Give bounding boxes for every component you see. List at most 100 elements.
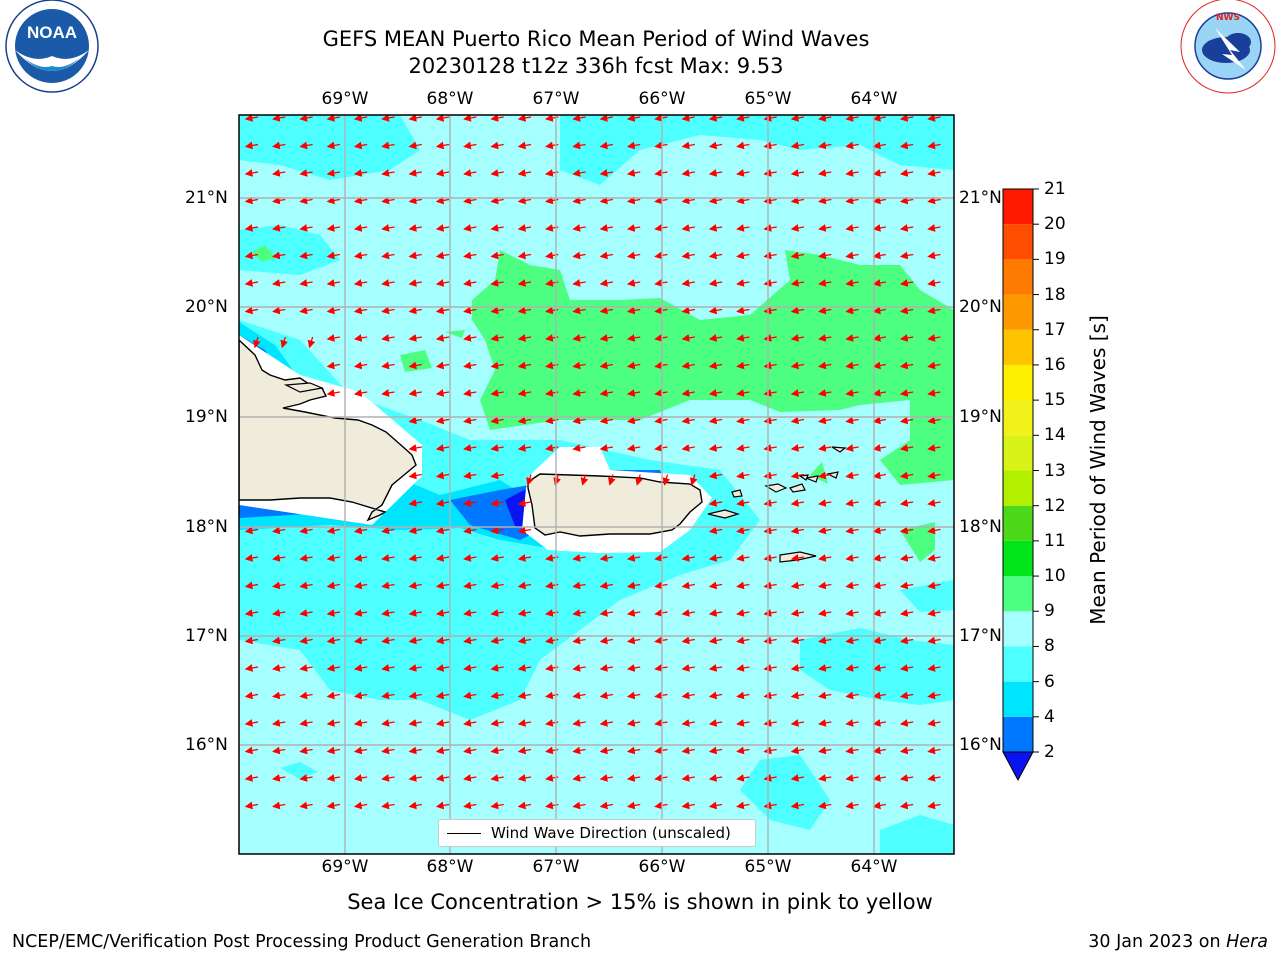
wave-direction-arrow [736, 471, 750, 480]
wave-direction-arrow [326, 526, 341, 535]
wave-direction-arrow [818, 334, 832, 342]
wave-direction-arrow [763, 581, 777, 590]
wave-direction-arrow [572, 554, 586, 562]
colorbar-bin [1003, 646, 1033, 682]
wave-direction-arrow [818, 691, 832, 700]
wave-direction-arrow [353, 306, 368, 315]
wave-direction-arrow [435, 416, 450, 425]
wave-direction-arrow [927, 389, 941, 397]
wave-direction-arrow [490, 801, 504, 810]
wave-direction-arrow [845, 609, 859, 617]
wave-direction-arrow [408, 251, 422, 260]
wave-direction-arrow [790, 664, 805, 672]
wave-direction-arrow [353, 609, 368, 617]
wave-direction-arrow [763, 774, 777, 782]
wave-direction-arrow [899, 554, 914, 562]
wave-direction-arrow [790, 636, 805, 645]
wave-direction-arrow [599, 444, 614, 452]
wave-direction-arrow [763, 115, 777, 122]
wave-direction-arrow [272, 224, 286, 232]
wave-direction-arrow [790, 279, 805, 287]
wave-direction-arrow [299, 141, 313, 150]
wave-direction-arrow [299, 115, 313, 122]
wave-direction-arrow [572, 169, 586, 177]
wave-direction-arrow [845, 224, 859, 232]
wave-direction-arrow [353, 115, 368, 122]
wave-direction-arrow [899, 115, 914, 122]
wave-direction-arrow [307, 336, 316, 349]
wave-direction-arrow [435, 169, 450, 177]
wave-direction-arrow [736, 169, 750, 177]
wave-direction-arrow [708, 526, 723, 535]
wave-direction-arrow [463, 279, 477, 287]
wave-direction-arrow [763, 306, 777, 315]
wave-direction-arrow [708, 719, 723, 727]
wave-direction-arrow [353, 334, 368, 342]
wave-direction-arrow [763, 636, 777, 645]
wave-direction-arrow [899, 444, 914, 452]
wave-direction-arrow [681, 664, 695, 672]
credit-branch: NCEP/EMC/Verification Post Processing Pr… [12, 932, 592, 952]
wave-direction-arrow [381, 334, 395, 342]
wave-direction-arrow [818, 224, 832, 232]
noaa-logo: NOAA [5, 0, 99, 93]
wave-direction-arrow [272, 581, 286, 590]
wave-direction-arrow [435, 691, 450, 700]
wave-direction-arrow [463, 389, 477, 397]
wave-direction-arrow [626, 774, 641, 782]
wave-direction-arrow [272, 169, 286, 177]
wave-direction-arrow [517, 334, 532, 342]
wave-direction-arrow [580, 474, 589, 486]
wave-direction-arrow [845, 361, 859, 370]
colorbar-tick-label: 13 [1044, 460, 1066, 481]
wave-direction-arrow [408, 444, 422, 452]
wave-direction-arrow [626, 224, 641, 232]
wave-direction-arrow [408, 499, 422, 507]
wave-direction-arrow [408, 774, 422, 782]
wave-direction-arrow [463, 471, 477, 480]
wave-direction-arrow [463, 526, 477, 535]
wave-direction-arrow [899, 526, 914, 535]
wave-direction-arrow [381, 554, 395, 562]
colorbar-bin [1003, 576, 1033, 612]
wave-direction-arrow [790, 554, 805, 562]
colorbar-tick-label: 15 [1044, 390, 1066, 411]
wave-direction-arrow [790, 774, 805, 782]
wave-direction-arrow [244, 636, 259, 645]
wave-direction-arrow [626, 115, 641, 122]
colorbar-bin [1003, 540, 1033, 577]
wave-direction-arrow [899, 499, 914, 507]
nws-logo: NWS [1180, 0, 1276, 94]
wave-direction-arrow [599, 279, 614, 287]
wave-direction-arrow [736, 801, 750, 810]
wave-direction-arrow [708, 691, 723, 700]
wave-direction-arrow [736, 499, 750, 507]
lon-label-64w-top: 64°W [850, 89, 898, 109]
wave-direction-arrow [845, 691, 859, 700]
wave-direction-arrow [790, 115, 805, 122]
wave-direction-arrow [272, 746, 286, 755]
wave-direction-arrow [299, 801, 313, 810]
lon-label-67w-bottom: 67°W [532, 857, 580, 877]
wave-direction-arrow [845, 471, 859, 480]
wave-direction-arrow [927, 444, 941, 452]
wave-direction-arrow [927, 141, 941, 150]
wave-direction-arrow [353, 169, 368, 177]
wave-direction-arrow [381, 774, 395, 782]
wave-direction-arrow [381, 224, 395, 232]
lat-label-21n-left: 21°N [185, 188, 228, 208]
lon-label-68w-bottom: 68°W [426, 857, 474, 877]
wave-direction-arrow [253, 336, 261, 349]
lat-label-18n-left: 18°N [185, 517, 228, 537]
wave-direction-arrow [353, 141, 368, 150]
wave-direction-arrow [872, 746, 887, 755]
wave-direction-arrow [517, 115, 532, 122]
colorbar-tick-label: 2 [1044, 742, 1055, 762]
wave-direction-arrow [681, 416, 695, 425]
wave-direction-arrow [244, 251, 259, 260]
wave-direction-arrow [517, 224, 532, 232]
wave-direction-arrow [435, 361, 450, 370]
wave-direction-arrow [435, 746, 450, 755]
wave-direction-arrow [272, 801, 286, 810]
wave-direction-arrow [763, 499, 777, 507]
